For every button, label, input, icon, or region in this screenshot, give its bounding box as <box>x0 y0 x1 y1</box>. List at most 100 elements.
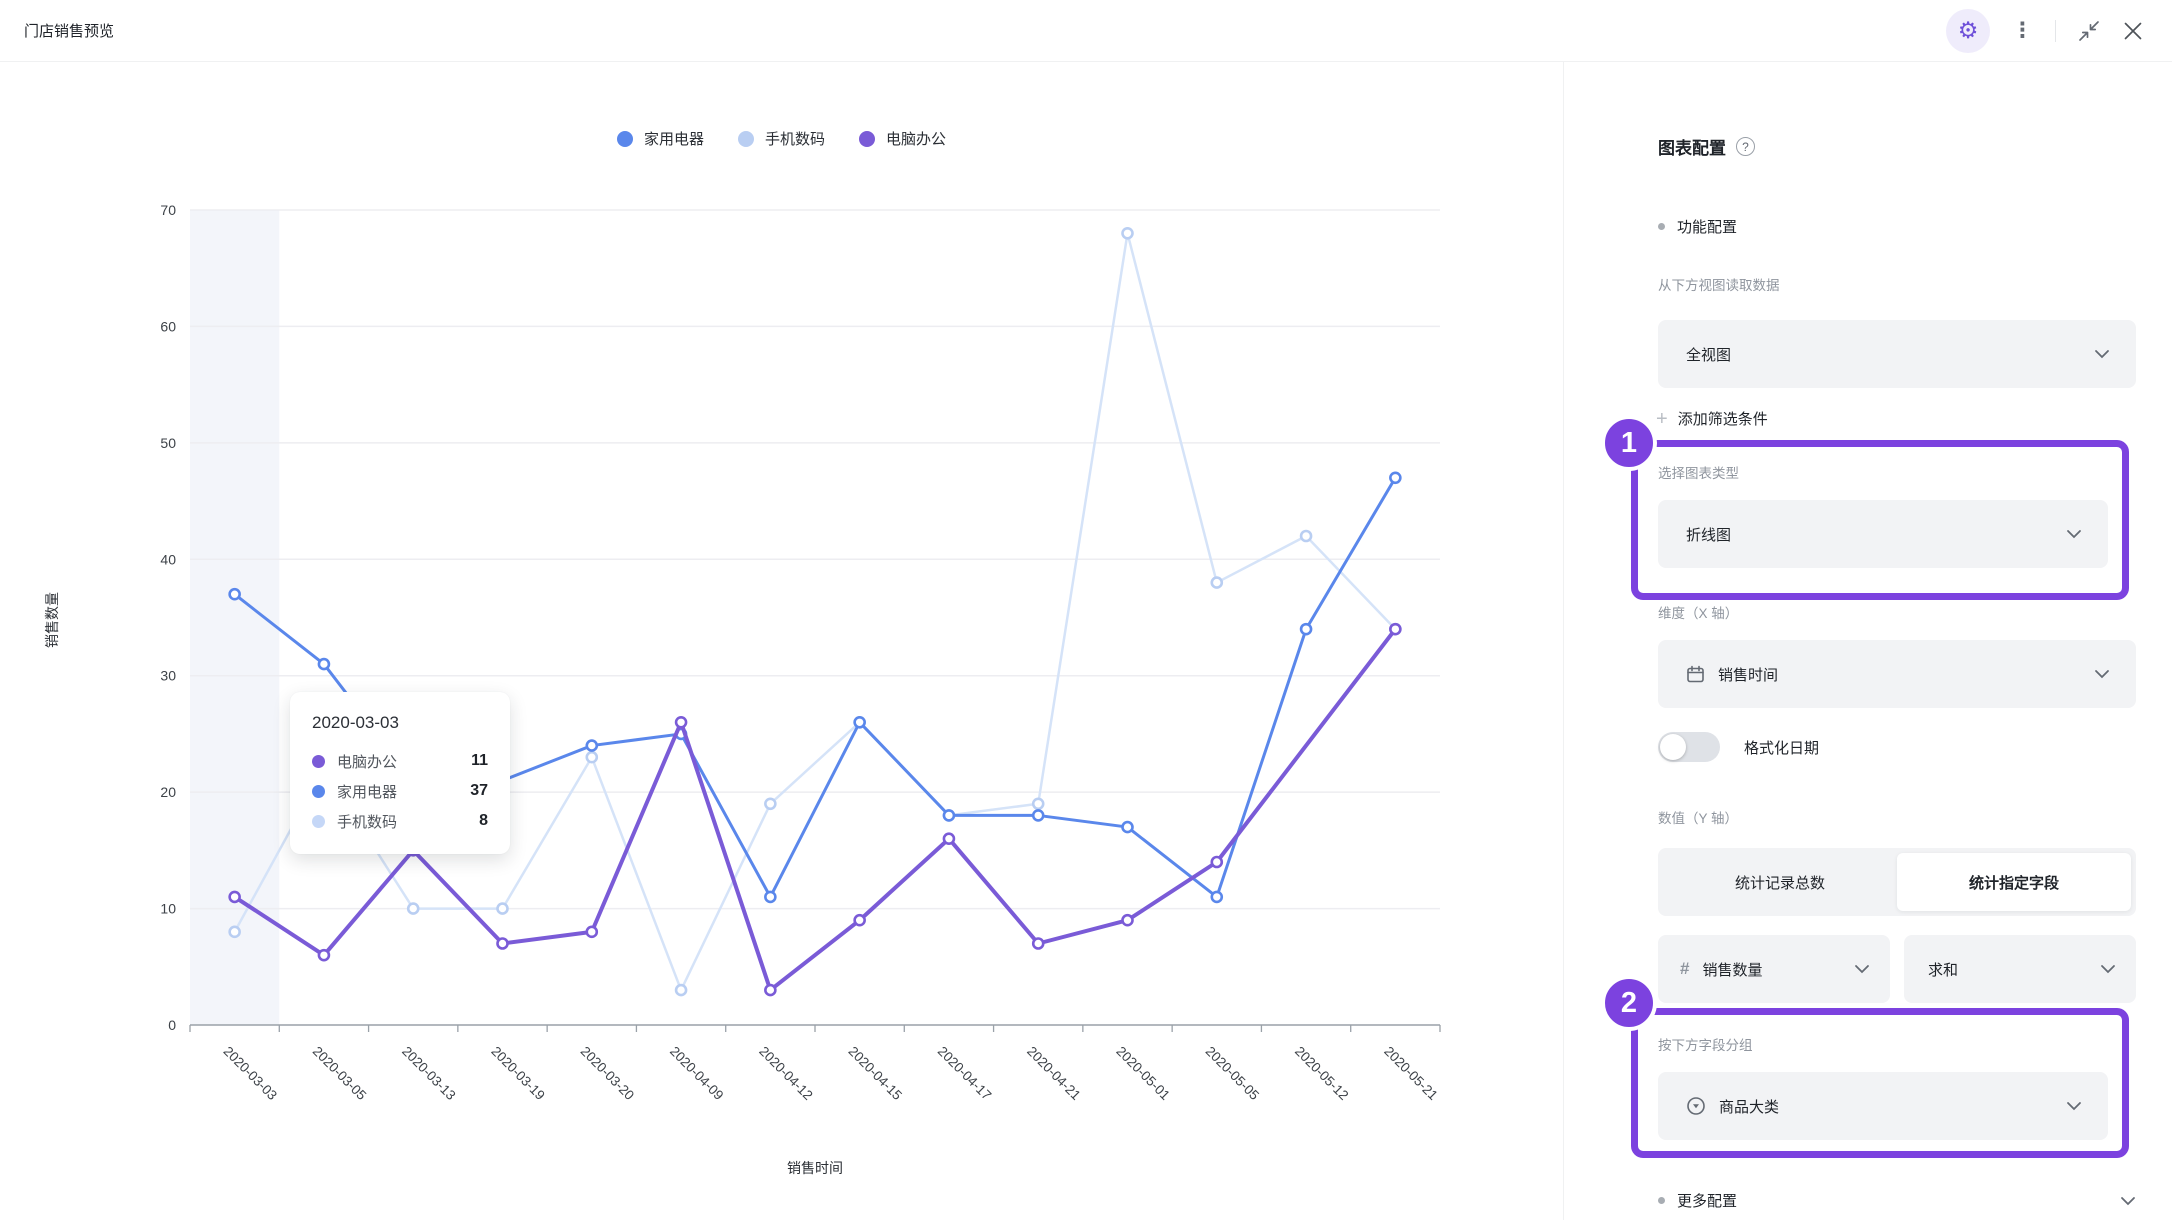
dimension-label: 维度（X 轴） <box>1658 606 1739 621</box>
data-point[interactable] <box>1031 809 1045 822</box>
x-tick-label: 2020-04-09 <box>667 1044 726 1103</box>
collapse-button[interactable] <box>2078 20 2100 42</box>
chart-area[interactable]: 家用电器 手机数码 电脑办公 0 10 20 30 40 50 60 70 2020-03-03 20… <box>0 62 1563 1220</box>
data-point[interactable] <box>764 797 777 811</box>
tab-specified-field[interactable]: 统计指定字段 <box>1897 853 2131 911</box>
data-point[interactable] <box>1299 622 1313 636</box>
format-date-toggle[interactable] <box>1658 732 1720 762</box>
more-config-row[interactable]: 更多配置 <box>1658 1190 2136 1211</box>
legend-label: 家用电器 <box>643 131 704 148</box>
data-point[interactable] <box>853 913 866 927</box>
y-axis-title: 销售数量 <box>44 592 60 648</box>
tooltip-row: 家用电器 37 <box>312 776 488 806</box>
vertical-ellipsis-icon: ⋮ <box>2012 19 2033 42</box>
format-date-label: 格式化日期 <box>1744 739 1820 757</box>
help-icon[interactable]: ? <box>1736 137 1755 156</box>
tab-record-count[interactable]: 统计记录总数 <box>1734 874 1825 892</box>
data-point[interactable] <box>1121 226 1134 240</box>
legend-item[interactable]: 家用电器 <box>616 128 704 149</box>
panel-title: 图表配置 <box>1658 139 1726 158</box>
data-point[interactable] <box>1210 890 1224 904</box>
legend-item[interactable]: 手机数码 <box>737 128 825 149</box>
line-chart[interactable]: 0 10 20 30 40 50 60 70 2020-03-03 2020-03-05 2020-… <box>0 62 1563 1220</box>
tooltip-row: 手机数码 8 <box>312 806 488 836</box>
y-tick-label: 70 <box>160 202 176 218</box>
data-point[interactable] <box>406 902 420 915</box>
data-point[interactable] <box>317 657 331 671</box>
chart-type-select[interactable]: 折线图 <box>1658 500 2108 568</box>
x-tick-label: 2020-04-21 <box>1024 1044 1083 1103</box>
x-tick-label: 2020-03-05 <box>310 1044 369 1103</box>
data-point[interactable] <box>1299 529 1313 543</box>
data-point[interactable] <box>496 902 509 915</box>
tooltip-rows: 电脑办公 11 家用电器 37 手机数码 8 <box>312 746 488 836</box>
x-tick-label: 2020-05-12 <box>1292 1044 1351 1103</box>
data-point[interactable] <box>585 925 599 939</box>
data-point[interactable] <box>228 587 241 601</box>
bullet-icon <box>1658 223 1665 230</box>
settings-button[interactable]: ⚙ <box>1946 8 1990 53</box>
tooltip-series-value: 8 <box>479 812 488 829</box>
data-point[interactable] <box>1121 820 1134 834</box>
dimension-select[interactable]: 销售时间 <box>1658 640 2136 708</box>
series-line <box>233 232 1397 992</box>
tooltip-series-dot-icon <box>312 754 325 768</box>
x-tick-label: 2020-04-15 <box>846 1044 905 1103</box>
view-select[interactable]: 全视图 <box>1658 320 2136 388</box>
data-point[interactable] <box>942 832 956 846</box>
x-axis-title: 销售时间 <box>787 1160 843 1176</box>
legend-item[interactable]: 电脑办公 <box>859 128 946 149</box>
section-function-config: 功能配置 <box>1658 216 1737 237</box>
close-button[interactable] <box>2122 20 2144 42</box>
data-point[interactable] <box>585 739 599 752</box>
legend-dot-icon <box>737 130 754 147</box>
data-point[interactable] <box>585 750 599 764</box>
x-tick-label: 2020-04-17 <box>935 1044 994 1103</box>
annotation-badge-2: 2 <box>1601 975 1657 1031</box>
tooltip-series-value: 11 <box>471 752 488 769</box>
add-filter-button[interactable]: + 添加筛选条件 <box>1656 407 1768 430</box>
data-point[interactable] <box>1121 913 1134 927</box>
tooltip-row: 电脑办公 11 <box>312 746 488 776</box>
data-point[interactable] <box>1031 797 1045 811</box>
data-point[interactable] <box>1389 471 1402 485</box>
group-select[interactable]: 商品大类 <box>1658 1072 2108 1140</box>
aggregation-select[interactable]: 求和 <box>1904 935 2136 1003</box>
data-point[interactable] <box>853 715 866 729</box>
x-tick-label: 2020-03-20 <box>578 1044 637 1103</box>
tooltip-series-value: 37 <box>470 782 488 799</box>
data-point[interactable] <box>1031 937 1045 950</box>
data-point[interactable] <box>317 948 331 962</box>
data-point[interactable] <box>942 809 956 822</box>
bullet-icon <box>1658 1197 1665 1204</box>
y-tick-label: 20 <box>160 784 176 800</box>
data-point[interactable] <box>228 925 241 939</box>
data-point[interactable] <box>496 937 509 950</box>
chevron-down-icon <box>1855 965 1869 974</box>
data-point[interactable] <box>228 890 241 904</box>
data-point[interactable] <box>764 890 777 904</box>
x-tick-label: 2020-03-03 <box>221 1044 280 1103</box>
close-icon <box>2124 22 2142 39</box>
group-label: 按下方字段分组 <box>1658 1038 1753 1053</box>
window-header: 门店销售预览 ⚙ ⋮ <box>0 0 2172 62</box>
number-field-icon: # <box>1680 959 1690 978</box>
x-tick-label: 2020-05-01 <box>1113 1044 1172 1103</box>
data-point[interactable] <box>764 983 777 997</box>
panel-title-row: 图表配置 ? <box>1658 134 1755 159</box>
data-point[interactable] <box>1389 622 1402 636</box>
chart-legend: 家用电器 手机数码 电脑办公 <box>0 128 1563 149</box>
tooltip-series-name: 电脑办公 <box>337 753 398 771</box>
chart-type-label: 选择图表类型 <box>1658 466 1739 481</box>
tooltip-series-dot-icon <box>312 784 325 798</box>
more-menu-button[interactable]: ⋮ <box>2012 18 2033 43</box>
annotation-badge-1: 1 <box>1601 415 1657 471</box>
chart-tooltip: 2020-03-03 电脑办公 11 家用电器 37 手机数码 8 <box>290 692 510 854</box>
data-point[interactable] <box>674 983 688 997</box>
data-point[interactable] <box>674 715 688 729</box>
chart-config-panel: 图表配置 ? 功能配置 从下方视图读取数据 全视图 + 添加筛选条件 1 选择图… <box>1563 62 2172 1220</box>
data-point[interactable] <box>1210 576 1224 589</box>
y-tick-label: 10 <box>160 901 176 917</box>
field-select[interactable]: # 销售数量 <box>1658 935 1890 1003</box>
data-point[interactable] <box>1210 855 1224 869</box>
